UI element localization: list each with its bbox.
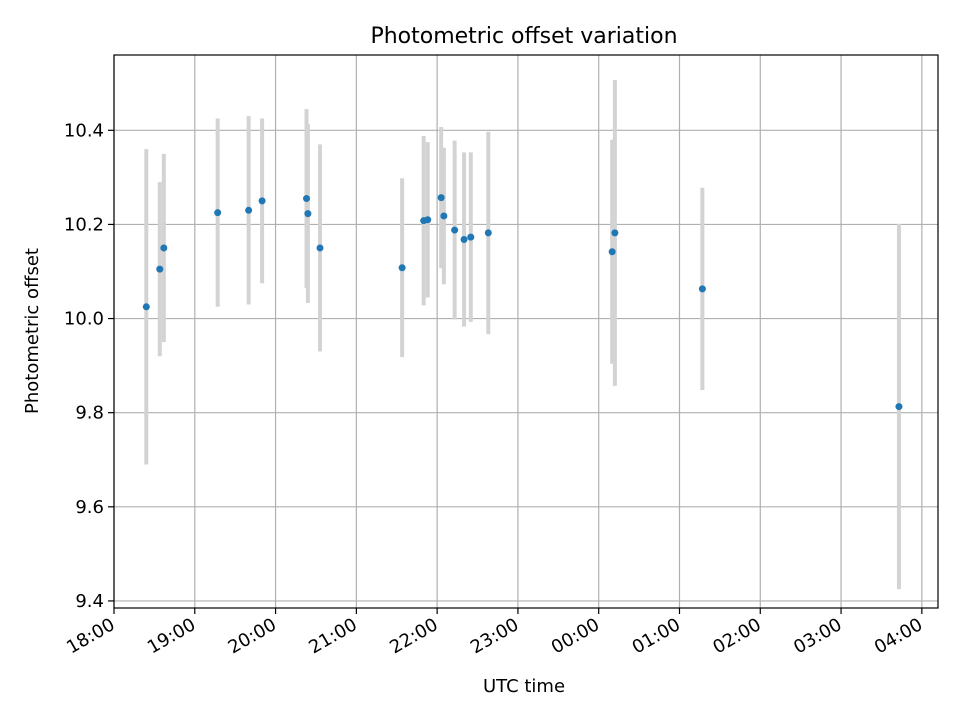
grid-lines xyxy=(113,55,938,608)
y-axis-ticks: 9.4 9.6 9.8 10.0 10.2 10.4 xyxy=(64,120,114,612)
y-axis-label: Photometric offset xyxy=(22,248,43,414)
data-point xyxy=(214,209,222,217)
data-point xyxy=(440,212,448,220)
data-point xyxy=(484,229,492,237)
data-point xyxy=(156,265,164,273)
y-tick-label: 9.8 xyxy=(75,403,104,424)
y-tick-label: 10.0 xyxy=(64,309,104,330)
data-point xyxy=(245,206,253,214)
data-point xyxy=(467,233,475,241)
data-point xyxy=(424,216,432,224)
chart-title: Photometric offset variation xyxy=(370,24,677,49)
data-point xyxy=(611,229,619,237)
y-tick-label: 9.4 xyxy=(75,591,104,612)
plot-frame xyxy=(113,54,939,609)
y-tick-label: 9.6 xyxy=(75,497,104,518)
data-points xyxy=(142,194,903,411)
data-point xyxy=(398,264,406,272)
x-axis-label: UTC time xyxy=(483,676,565,697)
data-point xyxy=(142,303,150,311)
data-point xyxy=(160,244,168,252)
data-point xyxy=(698,285,706,293)
data-point xyxy=(460,235,468,243)
data-point xyxy=(451,226,459,234)
y-tick-label: 10.4 xyxy=(64,120,104,141)
y-tick-label: 10.2 xyxy=(64,214,104,235)
data-point xyxy=(608,248,616,256)
data-point xyxy=(258,197,266,205)
data-point xyxy=(895,403,903,411)
data-point xyxy=(304,210,312,218)
data-point xyxy=(303,195,311,203)
data-point xyxy=(316,244,324,252)
data-point xyxy=(437,194,445,202)
